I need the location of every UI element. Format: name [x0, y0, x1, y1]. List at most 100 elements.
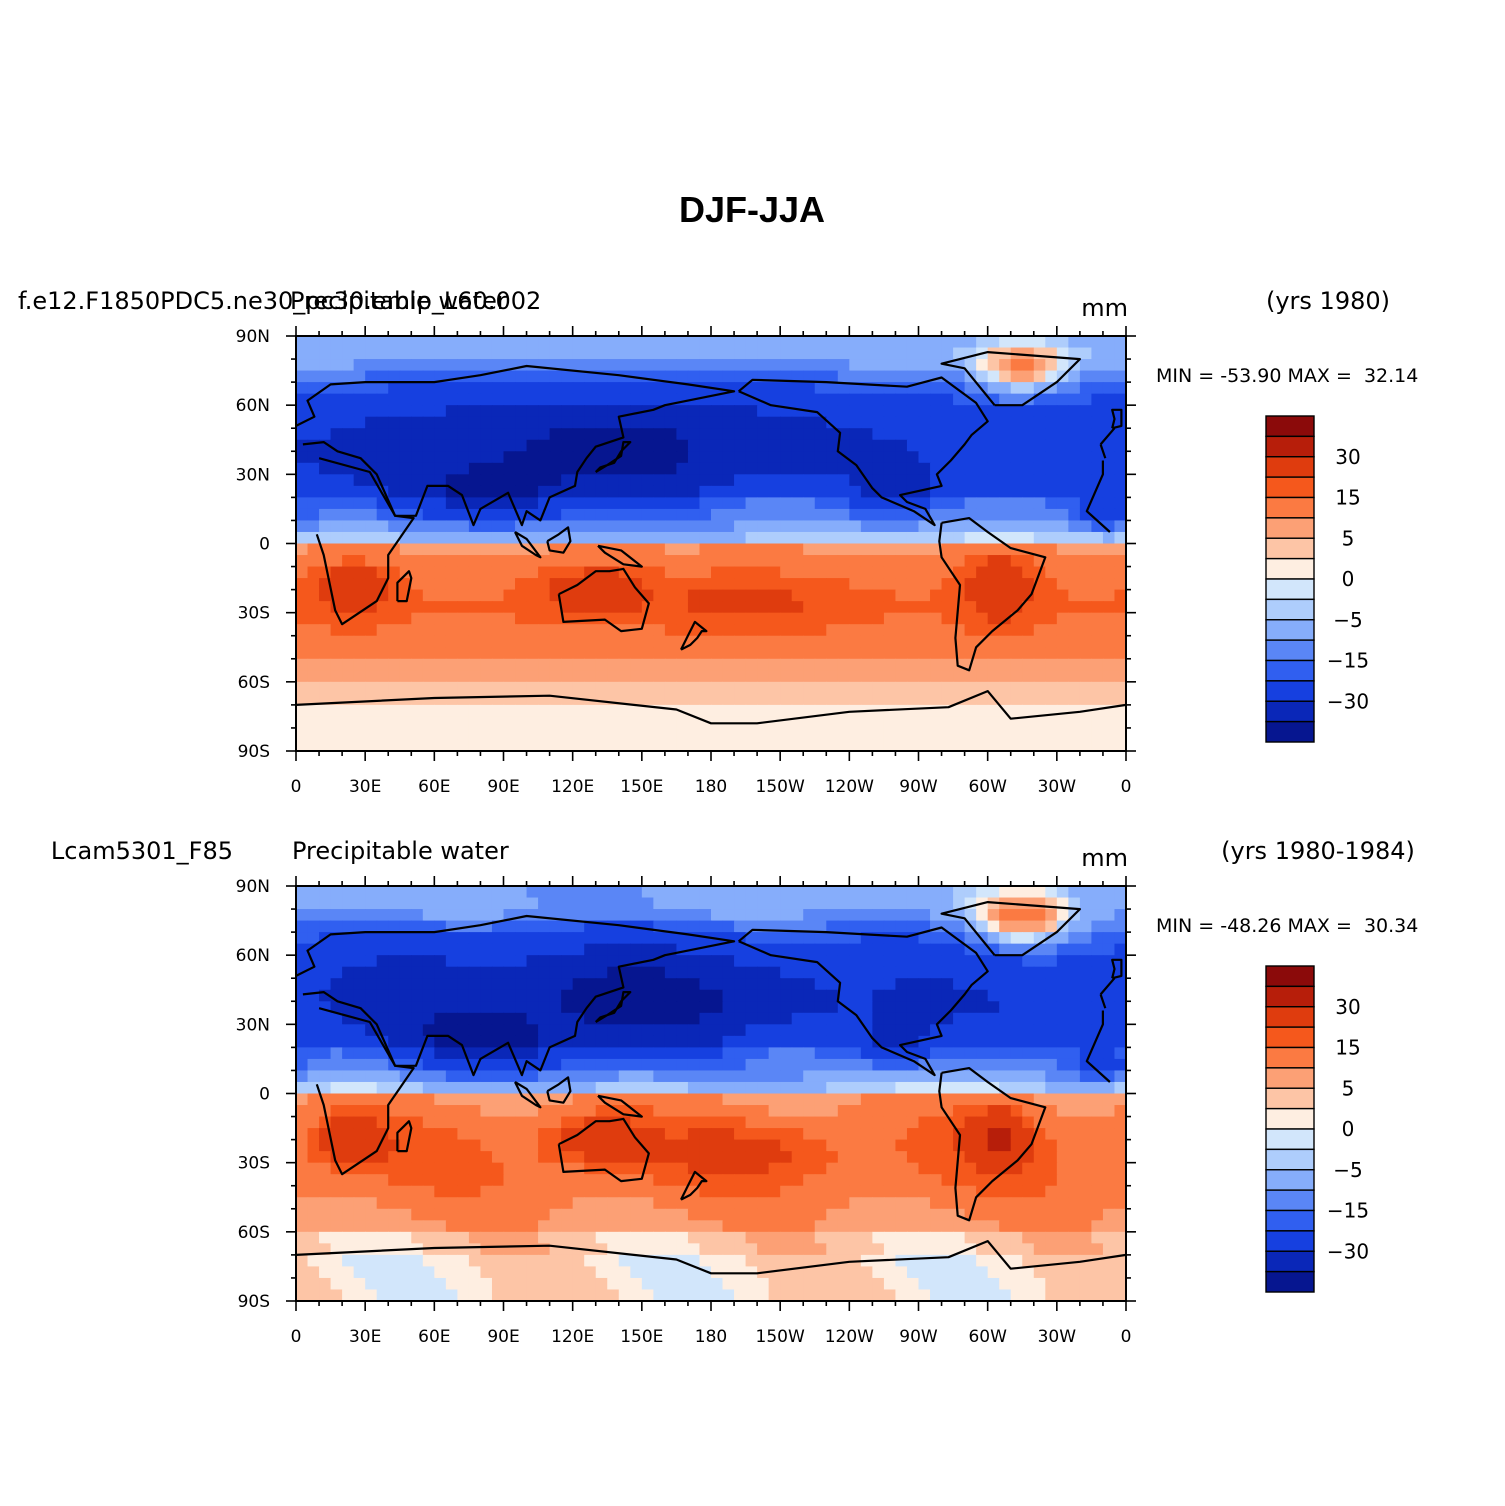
- field-cell: [987, 1162, 1000, 1175]
- field-cell: [1068, 670, 1081, 683]
- field-cell: [803, 601, 816, 614]
- field-cell: [711, 681, 724, 694]
- field-cell: [872, 508, 885, 522]
- field-cell: [572, 1151, 585, 1164]
- field-cell: [434, 1185, 447, 1198]
- field-cell: [883, 474, 897, 487]
- field-cell: [422, 405, 435, 418]
- field-cell: [607, 428, 620, 441]
- field-cell: [860, 1128, 873, 1141]
- field-cell: [468, 932, 482, 945]
- field-cell: [1010, 1197, 1023, 1210]
- field-cell: [1010, 704, 1023, 718]
- field-cell: [1045, 451, 1058, 464]
- field-cell: [883, 624, 897, 637]
- field-cell: [538, 462, 551, 475]
- field-cell: [330, 1105, 343, 1118]
- field-cell: [964, 1001, 977, 1014]
- field-cell: [826, 1162, 839, 1175]
- field-cell: [538, 1151, 551, 1164]
- field-cell: [895, 1151, 908, 1164]
- field-cell: [319, 1012, 332, 1025]
- field-cell: [976, 1139, 989, 1152]
- field-cell: [457, 658, 470, 671]
- field-cell: [630, 989, 643, 1002]
- field-cell: [595, 1139, 608, 1152]
- field-cell: [734, 1012, 747, 1025]
- field-cell: [365, 920, 378, 933]
- field-cell: [791, 393, 804, 406]
- field-cell: [561, 1012, 574, 1025]
- field-cell: [826, 497, 839, 510]
- field-cell: [515, 474, 528, 487]
- field-cell: [515, 716, 528, 729]
- field-cell: [422, 932, 435, 945]
- field-cell: [1114, 647, 1127, 660]
- field-cell: [1114, 589, 1127, 602]
- field-cell: [1033, 635, 1046, 648]
- field-cell: [319, 681, 332, 694]
- field-cell: [422, 1151, 435, 1164]
- field-cell: [584, 589, 597, 602]
- field-cell: [664, 439, 678, 452]
- field-cell: [768, 589, 781, 602]
- field-cell: [803, 1151, 816, 1164]
- field-cell: [595, 531, 608, 545]
- field-cell: [941, 1001, 954, 1014]
- field-cell: [618, 943, 631, 956]
- field-cell: [422, 704, 435, 718]
- field-cell: [434, 989, 447, 1002]
- field-cell: [653, 1116, 666, 1129]
- field-cell: [538, 393, 551, 406]
- field-cell: [491, 336, 505, 349]
- field-cell: [860, 393, 873, 406]
- field-cell: [630, 520, 643, 533]
- field-cell: [906, 886, 920, 899]
- field-cell: [699, 451, 712, 464]
- field-cell: [780, 647, 793, 660]
- field-cell: [791, 670, 804, 683]
- field-cell: [849, 1012, 862, 1025]
- field-cell: [422, 1208, 435, 1221]
- field-cell: [860, 451, 873, 464]
- field-cell: [411, 405, 424, 418]
- field-cell: [641, 1208, 654, 1221]
- field-cell: [687, 1024, 701, 1037]
- field-cell: [849, 909, 862, 922]
- field-cell: [365, 693, 378, 706]
- field-cell: [930, 1128, 943, 1141]
- field-cell: [837, 1174, 850, 1187]
- variable-label: Precipitable water: [292, 837, 509, 865]
- field-cell: [1033, 886, 1046, 899]
- field-cell: [653, 909, 666, 922]
- field-cell: [376, 428, 389, 441]
- field-cell: [584, 670, 597, 683]
- field-cell: [999, 1220, 1012, 1233]
- field-cell: [296, 647, 309, 660]
- field-cell: [411, 474, 424, 487]
- field-cell: [307, 1139, 320, 1152]
- field-cell: [491, 382, 505, 395]
- field-cell: [468, 1128, 482, 1141]
- field-cell: [503, 405, 516, 418]
- field-cell: [607, 920, 620, 933]
- field-cell: [641, 1116, 654, 1129]
- field-cell: [296, 543, 309, 556]
- field-cell: [745, 681, 758, 694]
- field-cell: [607, 474, 620, 487]
- field-cell: [826, 347, 839, 360]
- field-cell: [676, 428, 689, 441]
- colorbar-box: [1265, 476, 1315, 499]
- field-cell: [630, 1012, 643, 1025]
- field-cell: [503, 393, 516, 406]
- field-cell: [330, 909, 343, 922]
- field-cell: [872, 416, 885, 429]
- field-cell: [618, 1058, 631, 1072]
- field-cell: [711, 727, 724, 741]
- field-cell: [376, 658, 389, 671]
- field-cell: [353, 920, 366, 933]
- field-cell: [434, 1162, 447, 1175]
- field-cell: [768, 681, 781, 694]
- field-cell: [515, 416, 528, 429]
- field-cell: [814, 428, 827, 441]
